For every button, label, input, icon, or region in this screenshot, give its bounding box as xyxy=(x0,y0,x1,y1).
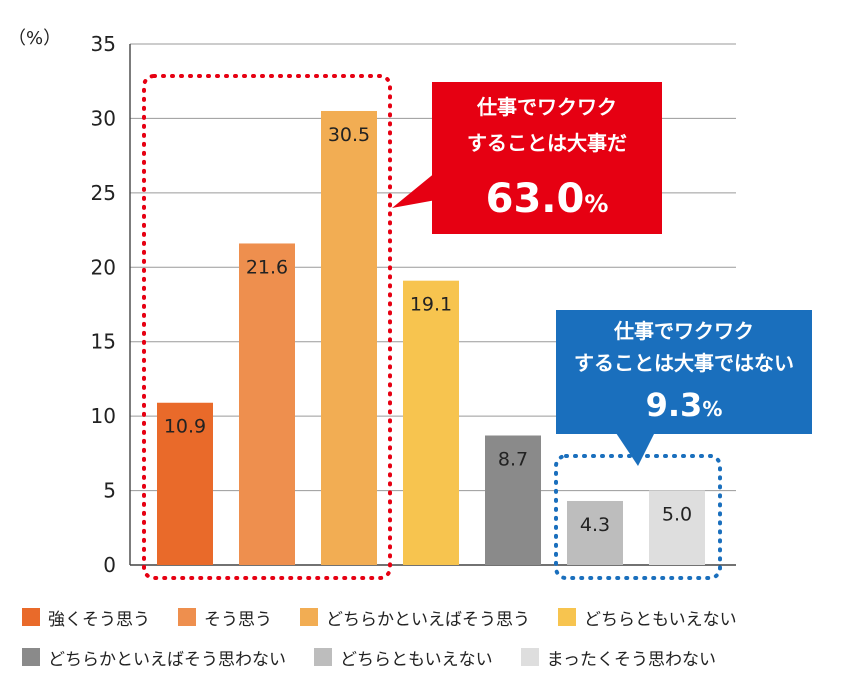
bar xyxy=(649,490,705,565)
bar xyxy=(403,280,459,565)
bar xyxy=(239,243,295,565)
callout-line: することは大事ではない xyxy=(574,351,794,375)
legend-item: 強くそう思う xyxy=(22,605,150,630)
data-label: 19.1 xyxy=(410,294,452,316)
data-label: 5.0 xyxy=(662,504,692,526)
bar xyxy=(567,500,623,565)
legend-swatch xyxy=(558,608,576,626)
callout-line: 仕事でワクワク xyxy=(476,95,617,119)
y-tick-label: 20 xyxy=(91,255,116,279)
legend-swatch xyxy=(22,648,40,666)
legend-swatch xyxy=(22,608,40,626)
data-labels: 10.9 21.6 30.5 19.1 8.7 4.3 5.0 xyxy=(164,124,692,536)
callout-value: 63.0% xyxy=(486,176,609,222)
y-tick-label: 15 xyxy=(91,330,116,354)
legend-label: どちらかといえばそう思う xyxy=(326,609,530,630)
legend-swatch xyxy=(178,608,196,626)
legend-item: そう思う xyxy=(178,605,272,630)
data-label: 21.6 xyxy=(246,256,288,278)
legend-label: そう思う xyxy=(204,609,272,630)
callout-box xyxy=(432,82,662,234)
callout-pointer xyxy=(392,172,436,208)
legend-swatch xyxy=(314,648,332,666)
data-label: 10.9 xyxy=(164,416,206,438)
callout-pointer xyxy=(614,430,656,466)
y-tick-label: 35 xyxy=(91,32,116,56)
legend-item: まったくそう思わない xyxy=(520,645,716,670)
legend-label: まったくそう思わない xyxy=(546,649,716,670)
y-tick-label: 5 xyxy=(103,479,116,503)
bar xyxy=(485,435,541,565)
legend-label: 強くそう思う xyxy=(48,609,150,630)
bar xyxy=(157,402,213,565)
callouts: 仕事でワクワクすることは大事だ63.0%仕事でワクワクすることは大事ではない9.… xyxy=(392,82,812,466)
legend-label: どちらかといえばそう思わない xyxy=(48,649,286,670)
bar xyxy=(321,110,377,565)
y-tick-label: 30 xyxy=(91,106,116,130)
legend-item: どちらかといえばそう思う xyxy=(300,605,530,630)
legend-item: どちらともいえない xyxy=(314,645,493,670)
callout-box xyxy=(556,310,812,434)
callout-value: 9.3% xyxy=(646,386,723,424)
data-label: 30.5 xyxy=(328,124,370,146)
y-unit-label: （%） xyxy=(8,28,61,49)
legend-item: どちらかといえばそう思わない xyxy=(22,645,286,670)
legend-label: どちらともいえない xyxy=(340,649,493,670)
callout-line: 仕事でワクワク xyxy=(613,319,754,343)
data-label: 4.3 xyxy=(580,514,610,536)
legend: 強くそう思う そう思う どちらかといえばそう思う どちらともいえない どちらかといえばそ… xyxy=(22,600,842,680)
legend-item: どちらともいえない xyxy=(558,605,737,630)
legend-label: どちらともいえない xyxy=(584,609,737,630)
legend-swatch xyxy=(520,648,539,666)
legend-swatch xyxy=(300,608,318,626)
y-axis-ticks: 0 5 10 15 20 25 30 35 xyxy=(91,32,116,577)
legend-row: どちらかといえばそう思わない どちらともいえない まったくそう思わない xyxy=(22,640,842,674)
callout-line: することは大事だ xyxy=(467,131,627,155)
y-tick-label: 0 xyxy=(103,553,116,577)
y-tick-label: 25 xyxy=(91,181,116,205)
legend-row: 強くそう思う そう思う どちらかといえばそう思う どちらともいえない xyxy=(22,600,842,634)
bars xyxy=(157,110,705,565)
y-tick-label: 10 xyxy=(91,404,116,428)
data-label: 8.7 xyxy=(498,448,528,470)
